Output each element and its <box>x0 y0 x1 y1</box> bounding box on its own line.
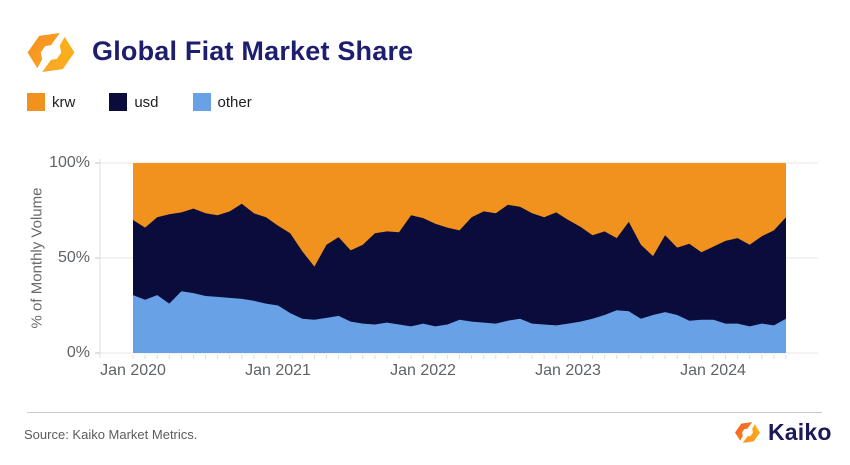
y-tick-label-0: 0% <box>66 344 90 361</box>
kaiko-brand[interactable]: Kaiko <box>734 419 832 446</box>
kaiko-brand-name: Kaiko <box>768 419 832 445</box>
chart-legend: krw usd other <box>27 93 252 111</box>
legend-label: krw <box>52 93 76 111</box>
y-tick-label-100: 100% <box>49 154 90 171</box>
kaiko-brand-icon <box>735 422 760 443</box>
page-title: Global Fiat Market Share <box>92 36 414 66</box>
krw-swatch-icon <box>27 93 45 111</box>
x-tick-label: Jan 2022 <box>390 362 456 379</box>
footer-divider <box>27 412 822 413</box>
y-tick-label-50: 50% <box>57 249 90 266</box>
legend-item-krw[interactable]: krw <box>27 93 75 111</box>
source-note: Source: Kaiko Market Metrics. <box>24 427 198 442</box>
area-other[interactable] <box>133 291 786 353</box>
kaiko-logo-icon <box>27 32 75 73</box>
legend-label: other <box>217 93 252 111</box>
x-tick-label: Jan 2021 <box>245 362 311 379</box>
legend-item-usd[interactable]: usd <box>109 93 159 111</box>
legend-label: usd <box>134 93 159 111</box>
x-tick-label: Jan 2023 <box>535 362 601 379</box>
usd-swatch-icon <box>109 93 128 111</box>
x-tick-label: Jan 2020 <box>100 362 166 379</box>
x-tick-label: Jan 2024 <box>680 362 746 379</box>
legend-item-other[interactable]: other <box>192 93 252 111</box>
other-swatch-icon <box>192 93 211 111</box>
